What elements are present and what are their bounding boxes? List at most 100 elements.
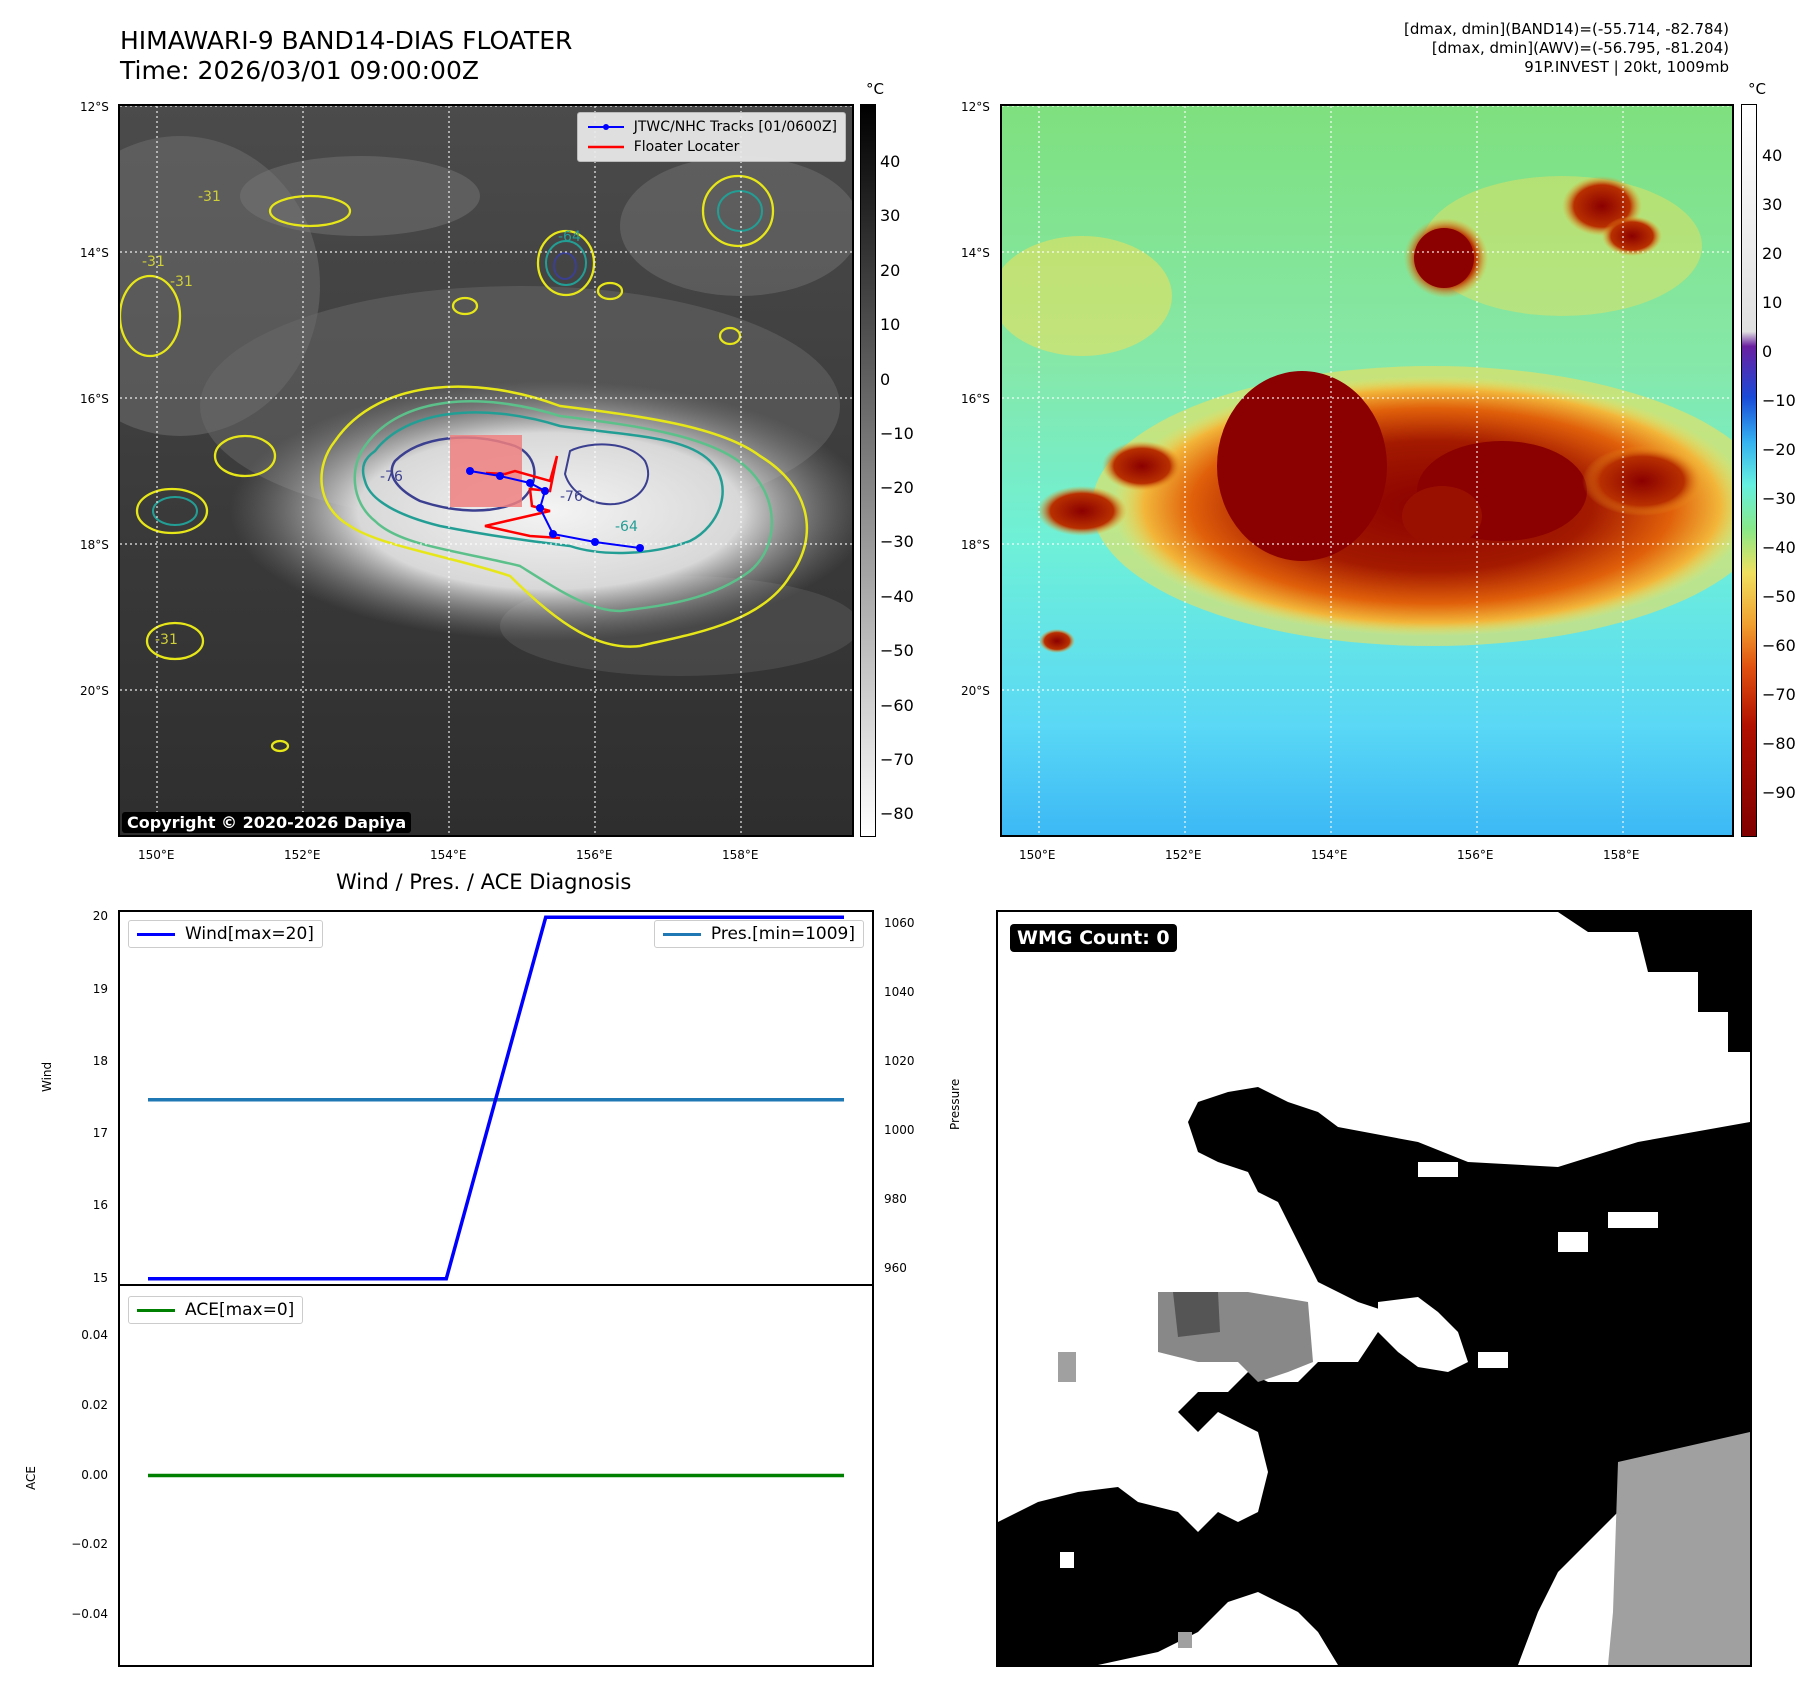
cb-tick: 10	[880, 315, 901, 334]
ir-lon-label: 152°E	[284, 848, 321, 862]
contour-31	[320, 385, 809, 648]
awv-colorbar-unit: °C	[1748, 80, 1766, 98]
pressure-legend-label: Pres.[min=1009]	[710, 924, 855, 944]
ir-colorbar-ticks: 40 30 20 10 0 −10 −20 −30 −40 −50 −60 −7…	[880, 104, 940, 837]
awv-lat-label: 12°S	[961, 100, 990, 114]
awv-map-svg	[1002, 106, 1732, 835]
wind-legend-label: Wind[max=20]	[185, 924, 314, 944]
cb-tick: −70	[880, 750, 914, 769]
wind-pressure-svg	[118, 910, 874, 1286]
track-legend-icon	[587, 124, 624, 130]
cb-tick: −20	[880, 478, 914, 497]
figure-title-line2: Time: 2026/03/01 09:00:00Z	[120, 56, 479, 85]
wmg-panel: WMG Count: 0	[996, 910, 1752, 1667]
contour-label: -76	[380, 469, 403, 485]
legend-tracks-label: JTWC/NHC Tracks [01/0600Z]	[633, 119, 837, 135]
cb-tick: −40	[1762, 538, 1796, 557]
contour-label: -31	[155, 632, 178, 648]
cb-tick: −10	[1762, 391, 1796, 410]
ace-tick-label: 0.02	[81, 1397, 108, 1412]
cb-tick: −80	[880, 804, 914, 823]
ir-lat-label: 14°S	[80, 246, 109, 260]
ace-axis-label: ACE	[24, 1466, 38, 1490]
awv-lat-label: 18°S	[961, 538, 990, 552]
cb-tick: −70	[1762, 685, 1796, 704]
ir-gridlines	[120, 106, 852, 835]
awv-lat-label: 20°S	[961, 684, 990, 698]
wind-legend: Wind[max=20]	[128, 920, 323, 948]
ace-tick-label: 0.00	[81, 1467, 108, 1482]
contour-label: -64	[615, 519, 638, 535]
wind-tick-label: 20	[92, 909, 108, 924]
contour-label: -31	[142, 254, 165, 270]
awv-lon-label: 158°E	[1603, 848, 1640, 862]
pressure-tick-label: 1060	[884, 915, 915, 930]
cb-tick: 40	[880, 152, 901, 171]
copyright-badge: Copyright © 2020-2026 Dapiya	[122, 812, 412, 833]
cb-tick: 20	[880, 261, 901, 280]
pressure-tick-label: 980	[884, 1191, 907, 1206]
wind-tick-label: 19	[92, 981, 108, 996]
contour-label: -76	[560, 489, 583, 505]
info-band14: [dmax, dmin](BAND14)=(-55.714, -82.784)	[1404, 20, 1729, 38]
cb-tick: 30	[1762, 195, 1783, 214]
ir-lon-label: 150°E	[138, 848, 175, 862]
ir-map-panel: -31 -31 -31 -31 -64 -76 -64 -76 JTWC/NHC…	[118, 104, 854, 837]
ace-svg	[118, 1284, 874, 1667]
contour-label: -31	[170, 274, 193, 290]
cb-tick: 0	[880, 370, 891, 389]
floater-locater-line	[484, 455, 561, 540]
ir-lat-label: 18°S	[80, 538, 109, 552]
cb-tick: −30	[880, 532, 914, 551]
pressure-tick-label: 1020	[884, 1053, 915, 1068]
wind-tick-label: 16	[92, 1198, 108, 1213]
pressure-axis-label: Pressure	[948, 1078, 962, 1130]
awv-colorbar	[1741, 104, 1757, 837]
legend-row-floater: Floater Locater	[586, 137, 837, 157]
cb-tick: −50	[880, 641, 914, 660]
wmg-mask-svg	[998, 912, 1750, 1665]
awv-lon-label: 152°E	[1165, 848, 1202, 862]
wind-tick-label: 15	[92, 1270, 108, 1285]
ace-tick-label: −0.04	[71, 1606, 108, 1621]
cb-tick: −60	[880, 696, 914, 715]
ir-legend: JTWC/NHC Tracks [01/0600Z] Floater Locat…	[576, 112, 846, 162]
floater-box	[450, 435, 522, 507]
awv-lon-label: 154°E	[1311, 848, 1348, 862]
wind-tick-label: 17	[92, 1126, 108, 1141]
info-awv: [dmax, dmin](AWV)=(-56.795, -81.204)	[1431, 39, 1729, 57]
cb-tick: 20	[1762, 244, 1783, 263]
awv-gridlines	[1002, 106, 1732, 835]
awv-lon-label: 150°E	[1019, 848, 1056, 862]
figure-title-line1: HIMAWARI-9 BAND14-DIAS FLOATER	[120, 26, 573, 55]
contour-48	[353, 400, 774, 613]
ace-tick-label: 0.04	[81, 1328, 108, 1343]
wind-legend-swatch	[137, 932, 175, 936]
contour-64	[361, 411, 724, 555]
legend-floater-label: Floater Locater	[633, 139, 740, 155]
pressure-tick-label: 960	[884, 1260, 907, 1275]
cb-tick: −20	[1762, 440, 1796, 459]
jtwc-track-line	[469, 470, 641, 549]
cb-tick: 0	[1762, 342, 1773, 361]
cb-tick: 40	[1762, 146, 1783, 165]
ir-lat-label: 16°S	[80, 392, 109, 406]
ir-lat-label: 20°S	[80, 684, 109, 698]
ir-map-svg: -31 -31 -31 -31 -64 -76 -64 -76	[120, 106, 852, 835]
cb-tick: 10	[1762, 293, 1783, 312]
awv-lat-label: 14°S	[961, 246, 990, 260]
floater-legend-icon	[587, 145, 624, 149]
dmax-dmin-info: [dmax, dmin](BAND14)=(-55.714, -82.784) …	[1404, 20, 1729, 77]
cb-tick: −40	[880, 587, 914, 606]
cb-tick: −30	[1762, 489, 1796, 508]
awv-lon-label: 156°E	[1457, 848, 1494, 862]
cb-tick: 30	[880, 206, 901, 225]
awv-lat-label: 16°S	[961, 392, 990, 406]
ir-lon-label: 158°E	[722, 848, 759, 862]
ace-legend-swatch	[137, 1308, 175, 1312]
info-storm: 91P.INVEST | 20kt, 1009mb	[1524, 58, 1729, 76]
contour-label: -31	[198, 189, 221, 205]
ir-lon-label: 156°E	[576, 848, 613, 862]
wind-tick-label: 18	[92, 1053, 108, 1068]
cb-tick: −90	[1762, 783, 1796, 802]
